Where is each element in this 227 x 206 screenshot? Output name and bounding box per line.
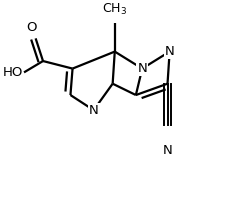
Text: N: N: [162, 144, 172, 157]
Text: N: N: [137, 62, 146, 75]
Text: N: N: [88, 104, 98, 117]
Text: N: N: [164, 45, 174, 58]
Text: O: O: [26, 21, 37, 34]
Text: HO: HO: [2, 66, 23, 79]
Text: CH$_3$: CH$_3$: [102, 1, 127, 17]
